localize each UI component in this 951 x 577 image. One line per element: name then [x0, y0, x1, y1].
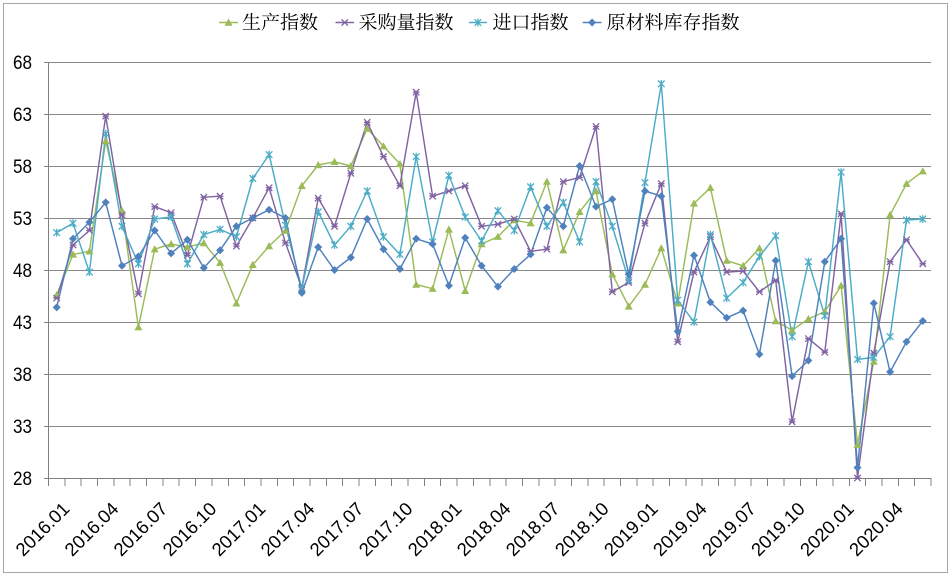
svg-text:48: 48: [13, 261, 32, 282]
svg-text:43: 43: [13, 313, 32, 334]
svg-text:33: 33: [13, 417, 32, 438]
svg-text:63: 63: [13, 105, 32, 126]
svg-text:58: 58: [13, 157, 32, 178]
svg-text:38: 38: [13, 365, 32, 386]
svg-text:53: 53: [13, 209, 32, 230]
svg-text:68: 68: [13, 53, 32, 74]
svg-text:28: 28: [13, 469, 32, 490]
